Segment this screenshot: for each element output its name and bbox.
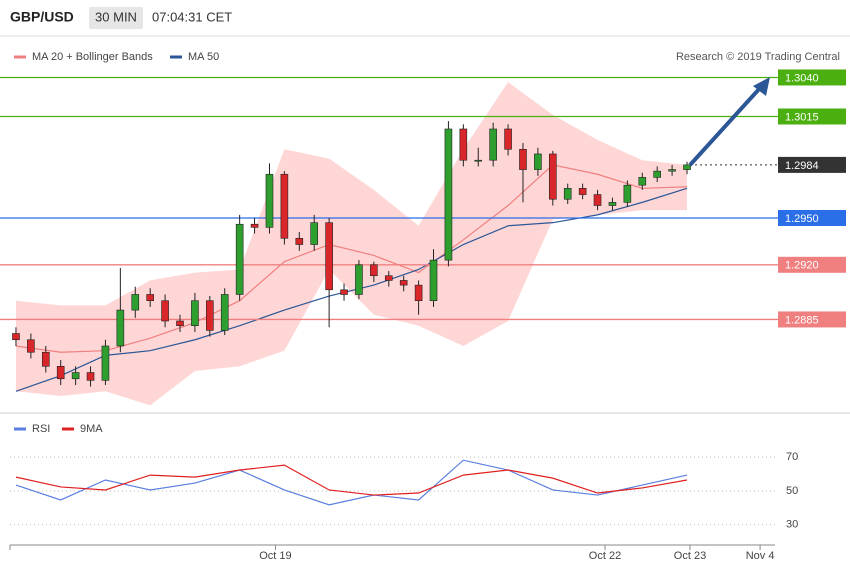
label-layer: MA 20 + Bollinger Bands MA 50 Research © 2… <box>9 51 846 562</box>
level-label-box <box>778 311 846 328</box>
candle-body <box>429 259 438 302</box>
level-label: 1.2984 <box>785 160 819 172</box>
x-tick-label: Oct 23 <box>674 550 706 562</box>
level-label: 1.3040 <box>785 72 819 84</box>
candle-body <box>444 128 453 261</box>
candle-body <box>399 280 408 286</box>
candle-body <box>206 300 214 331</box>
level-label: 1.2920 <box>785 260 819 272</box>
ma-line <box>15 164 688 353</box>
candle-body <box>12 333 20 341</box>
level-label-box <box>778 108 846 125</box>
ma-line <box>15 187 688 392</box>
line-layer <box>0 76 778 526</box>
indicator-line <box>15 459 688 506</box>
candle-body <box>489 128 497 161</box>
candle-body <box>41 351 50 367</box>
candle-body <box>235 223 244 295</box>
interval-box <box>89 7 143 29</box>
level-label: 1.2885 <box>785 314 819 326</box>
candle-body <box>370 264 378 277</box>
candle-body <box>116 309 125 347</box>
candle-body <box>563 188 572 200</box>
level-label: 1.3015 <box>785 111 819 123</box>
level-label-box <box>778 69 846 86</box>
candle-body <box>27 339 35 353</box>
indicator-line <box>15 464 688 496</box>
candle-body <box>534 153 542 170</box>
y-tick-label: 30 <box>786 519 798 531</box>
candle-body <box>593 194 602 206</box>
candle-body <box>459 128 468 161</box>
candle-layer <box>12 121 691 387</box>
candle-body <box>549 153 557 200</box>
level-label-box <box>778 256 846 273</box>
candle-body <box>608 202 617 206</box>
legend-label: MA 20 + Bollinger Bands <box>32 51 153 63</box>
candle-body <box>623 184 632 203</box>
candle-body <box>250 223 259 228</box>
candle-body <box>280 173 289 239</box>
candle-body <box>146 294 154 302</box>
forecast-arrow <box>688 86 762 167</box>
candle-body <box>176 320 184 326</box>
x-tick-label: Oct 22 <box>589 550 621 562</box>
candle-body <box>310 222 319 245</box>
candle-body <box>86 372 95 381</box>
level-label-box <box>778 156 846 173</box>
candle-body <box>71 372 80 380</box>
forecast-arrow-head <box>753 77 770 96</box>
candle-body <box>340 289 348 295</box>
candle-body <box>504 128 512 150</box>
candle-body <box>668 169 676 172</box>
x-tick-label: Oct 19 <box>259 550 291 562</box>
level-label: 1.2950 <box>785 213 819 225</box>
legend-label: 9MA <box>80 423 103 435</box>
interval: 30 MIN <box>95 9 137 24</box>
candle-body <box>414 284 423 302</box>
candle-body <box>638 177 647 186</box>
candle-body <box>131 294 140 311</box>
time: 07:04:31 CET <box>152 9 232 24</box>
candle-body <box>384 275 393 281</box>
candle-body <box>519 148 527 170</box>
symbol: GBP/USD <box>10 9 74 25</box>
candle-body <box>161 300 169 322</box>
x-tick-label: Nov 4 <box>746 550 775 562</box>
y-tick-label: 70 <box>786 451 798 463</box>
candle-body <box>355 264 363 295</box>
candle-body <box>191 300 199 326</box>
candle-body <box>56 365 65 380</box>
candle-body <box>101 345 110 381</box>
candle-body <box>474 159 483 162</box>
candle-body <box>265 173 274 228</box>
band-layer <box>15 82 688 406</box>
level-label-box <box>778 209 846 226</box>
candle-body <box>295 237 304 245</box>
candle-body <box>653 170 661 178</box>
credit: Research © 2019 Trading Central <box>676 51 840 63</box>
y-tick-label: 50 <box>786 485 798 497</box>
candle-body <box>578 188 587 195</box>
legend-label: MA 50 <box>188 51 219 63</box>
candle-body <box>220 294 229 331</box>
candle-body <box>325 222 333 291</box>
bollinger-band <box>15 82 688 406</box>
candle-body <box>683 164 691 170</box>
legend-label: RSI <box>32 423 50 435</box>
